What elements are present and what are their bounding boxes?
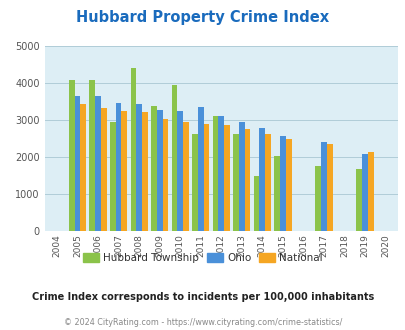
- Bar: [110, 121, 115, 231]
- Bar: [285, 139, 291, 231]
- Bar: [197, 107, 203, 231]
- Bar: [121, 111, 127, 231]
- Text: Crime Index corresponds to incidents per 100,000 inhabitants: Crime Index corresponds to incidents per…: [32, 292, 373, 302]
- Bar: [203, 124, 209, 231]
- Bar: [361, 154, 367, 231]
- Bar: [224, 124, 229, 231]
- Bar: [264, 134, 270, 231]
- Bar: [177, 111, 183, 231]
- Bar: [115, 103, 121, 231]
- Bar: [162, 119, 168, 231]
- Bar: [218, 116, 224, 231]
- Bar: [151, 106, 156, 231]
- Bar: [212, 116, 218, 231]
- Bar: [279, 136, 285, 231]
- Bar: [130, 68, 136, 231]
- Bar: [101, 108, 107, 231]
- Bar: [274, 156, 279, 231]
- Bar: [367, 152, 373, 231]
- Bar: [192, 134, 197, 231]
- Bar: [75, 96, 80, 231]
- Text: Hubbard Property Crime Index: Hubbard Property Crime Index: [76, 10, 329, 25]
- Bar: [142, 112, 147, 231]
- Bar: [171, 85, 177, 231]
- Bar: [69, 80, 75, 231]
- Bar: [356, 169, 361, 231]
- Bar: [259, 127, 264, 231]
- Text: © 2024 CityRating.com - https://www.cityrating.com/crime-statistics/: © 2024 CityRating.com - https://www.city…: [64, 318, 341, 327]
- Bar: [232, 134, 238, 231]
- Bar: [238, 121, 244, 231]
- Bar: [156, 110, 162, 231]
- Bar: [136, 104, 142, 231]
- Bar: [253, 176, 259, 231]
- Bar: [183, 121, 188, 231]
- Bar: [315, 166, 320, 231]
- Bar: [95, 96, 101, 231]
- Legend: Hubbard Township, Ohio, National: Hubbard Township, Ohio, National: [79, 248, 326, 267]
- Bar: [80, 104, 86, 231]
- Bar: [244, 129, 250, 231]
- Bar: [89, 80, 95, 231]
- Bar: [320, 142, 326, 231]
- Bar: [326, 144, 332, 231]
